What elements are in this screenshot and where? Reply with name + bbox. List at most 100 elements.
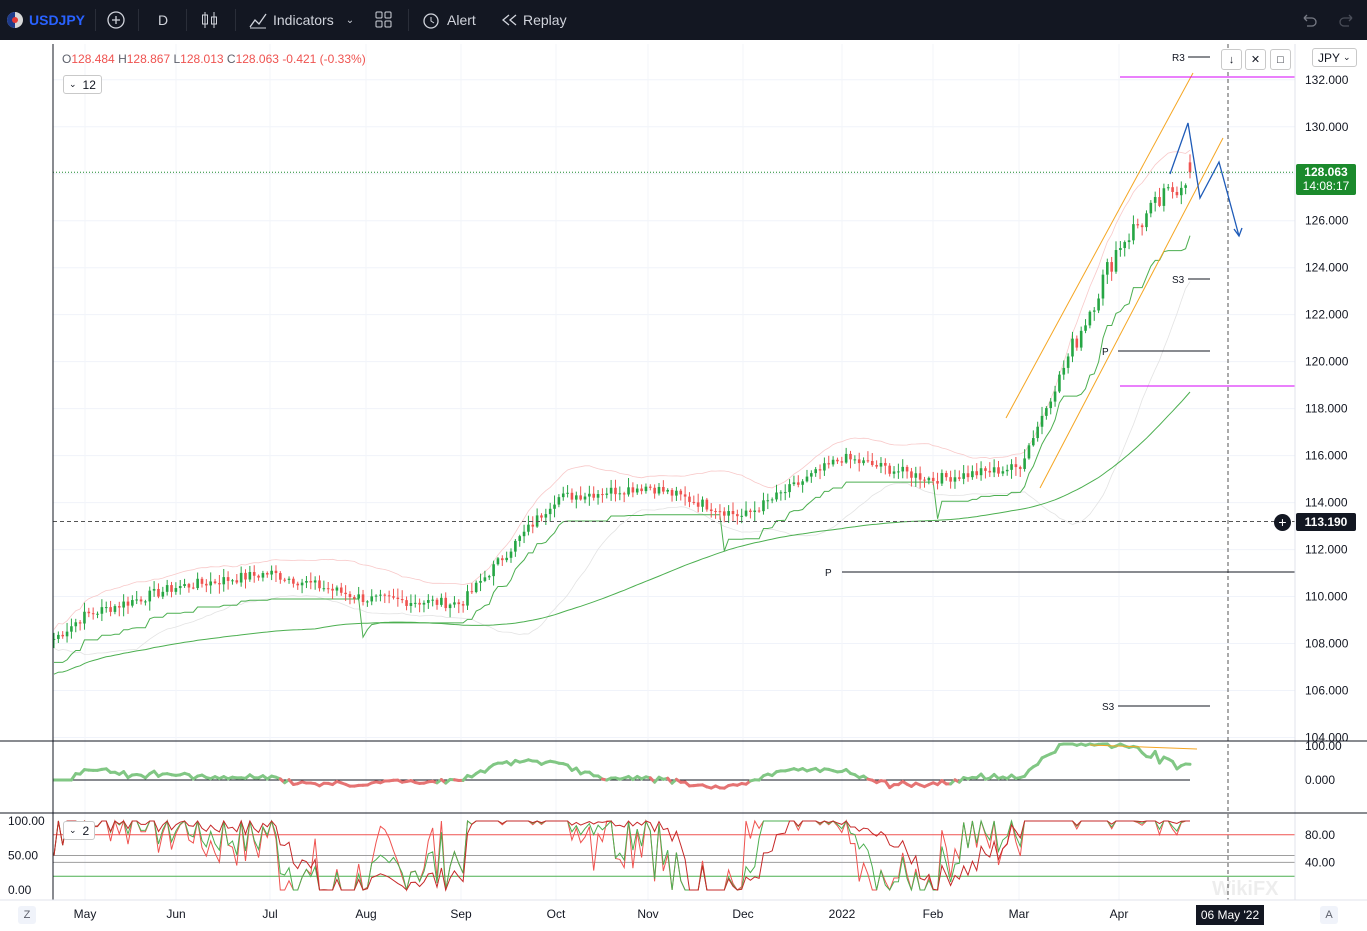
candle-body — [405, 600, 408, 606]
price-tick-label: 108.000 — [1305, 637, 1349, 651]
candle-body — [165, 585, 169, 592]
auto-scale-button[interactable]: A — [1320, 906, 1338, 924]
pivot-label: P — [1102, 347, 1109, 358]
candle-body — [666, 489, 670, 492]
compare-add-button[interactable] — [106, 0, 126, 40]
chart-type-button[interactable] — [200, 0, 220, 40]
candle-body — [936, 481, 939, 484]
candle-body — [387, 595, 391, 597]
candle-body — [1140, 225, 1144, 228]
candle-body — [505, 557, 508, 561]
candle-body — [65, 631, 69, 637]
candle-body — [374, 595, 378, 597]
alarm-clock-icon — [423, 13, 439, 29]
candle-body — [178, 585, 182, 589]
chevron-down-icon: ⌄ — [69, 79, 77, 89]
redo-button[interactable] — [1338, 0, 1356, 40]
last-price-tag: 128.063 14:08:17 — [1296, 164, 1356, 195]
candle-body — [444, 597, 448, 609]
candle-body — [413, 602, 417, 604]
candle-body — [1127, 240, 1131, 243]
candle-body — [579, 495, 582, 500]
candle-body — [1053, 391, 1057, 402]
candle-body — [601, 494, 604, 496]
alert-button[interactable]: Alert — [421, 0, 476, 40]
candle-body — [583, 496, 587, 500]
bands-overlay — [53, 149, 1191, 675]
candle-body — [474, 582, 478, 593]
candle-body — [810, 473, 813, 477]
candle-body — [627, 487, 630, 495]
candle-body — [309, 580, 313, 583]
price-tick-label: 132.000 — [1305, 73, 1349, 87]
candle-body — [422, 602, 426, 605]
candle-body — [870, 461, 874, 465]
indicators-toggle[interactable]: ⌄ 12 — [63, 75, 102, 94]
symbol-flag-icon — [7, 12, 23, 28]
candle-body — [518, 536, 522, 541]
candle-body — [914, 473, 918, 478]
candle-body — [501, 558, 504, 561]
price-tick-label: 130.000 — [1305, 120, 1349, 134]
indicators-button[interactable]: Indicators ⌄ — [248, 0, 354, 40]
chevron-down-icon: ⌄ — [1343, 52, 1351, 62]
candle-body — [875, 464, 878, 467]
add-alert-button[interactable]: + — [1274, 514, 1291, 531]
chart-canvas[interactable]: R3 S3 P P S3 100.00 0.000 100.00 50.00 0.00 80.0… — [0, 40, 1367, 931]
candle-body — [117, 606, 121, 608]
candle-body — [104, 607, 108, 609]
candle-body — [522, 531, 526, 537]
time-tick-label: Aug — [355, 907, 376, 921]
candle-body — [335, 587, 339, 591]
stochastic-toggle[interactable]: ⌄ 2 — [63, 821, 96, 840]
open-value: 128.484 — [71, 52, 115, 66]
candle-body — [1058, 374, 1061, 392]
collapse-icon: ✕ — [1250, 54, 1261, 66]
last-price-value: 128.063 — [1304, 165, 1348, 179]
candle-body — [796, 482, 800, 485]
zoom-button[interactable]: Z — [18, 906, 36, 924]
candle-body — [979, 468, 983, 476]
candle-body — [853, 459, 857, 461]
candle-body — [392, 596, 395, 598]
candle-body — [653, 487, 656, 494]
candle-body — [905, 466, 909, 472]
layouts-button[interactable] — [375, 0, 393, 40]
candle-body — [379, 594, 382, 596]
lower-band — [53, 281, 1191, 655]
candle-body — [1188, 162, 1192, 173]
candle-body — [1062, 367, 1066, 375]
replay-button[interactable]: Replay — [500, 0, 567, 40]
collapse-button[interactable]: ✕ — [1245, 49, 1266, 70]
currency-selector[interactable]: JPY ⌄ — [1312, 48, 1357, 67]
candle-body — [775, 492, 778, 500]
candle-body — [888, 465, 891, 474]
candle-body — [901, 466, 905, 472]
candle-body — [200, 578, 204, 584]
candle-body — [1097, 298, 1100, 311]
scroll-down-button[interactable]: ↓ — [1221, 49, 1242, 70]
chart-svg[interactable]: R3 S3 P P S3 100.00 0.000 100.00 50.00 0.00 80.0… — [0, 40, 1367, 931]
upper-band — [53, 149, 1191, 630]
candle-body — [696, 502, 700, 507]
watermark: WikiFX — [1212, 878, 1279, 900]
candle-body — [361, 594, 365, 603]
candle-body — [296, 583, 300, 586]
undo-button[interactable] — [1300, 0, 1318, 40]
maximize-button[interactable]: □ — [1270, 49, 1291, 70]
candle-body — [662, 486, 665, 492]
interval-button[interactable]: D — [158, 0, 168, 40]
candle-body — [357, 594, 360, 599]
candle-body — [844, 453, 848, 463]
candle-body — [958, 477, 961, 479]
oscillator-pane: 100.00 0.000 — [52, 739, 1342, 790]
candle-body — [1136, 224, 1140, 226]
candle-body — [1032, 438, 1035, 446]
candle-body — [409, 602, 413, 606]
candle-body — [440, 597, 443, 605]
candle-body — [897, 471, 900, 473]
candle-body — [1001, 471, 1005, 474]
candle-body — [122, 601, 125, 608]
candle-body — [170, 585, 173, 592]
symbol-search[interactable]: USDJPY — [7, 0, 85, 40]
